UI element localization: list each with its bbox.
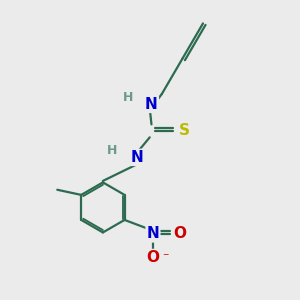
Text: O: O	[146, 250, 159, 265]
Text: O: O	[173, 226, 186, 242]
Text: $^-$: $^-$	[161, 253, 170, 262]
Text: S: S	[179, 123, 190, 138]
Text: H: H	[123, 91, 133, 104]
Text: H: H	[107, 144, 118, 157]
Text: N: N	[145, 97, 158, 112]
Text: N: N	[147, 226, 159, 242]
Text: N: N	[130, 150, 143, 165]
